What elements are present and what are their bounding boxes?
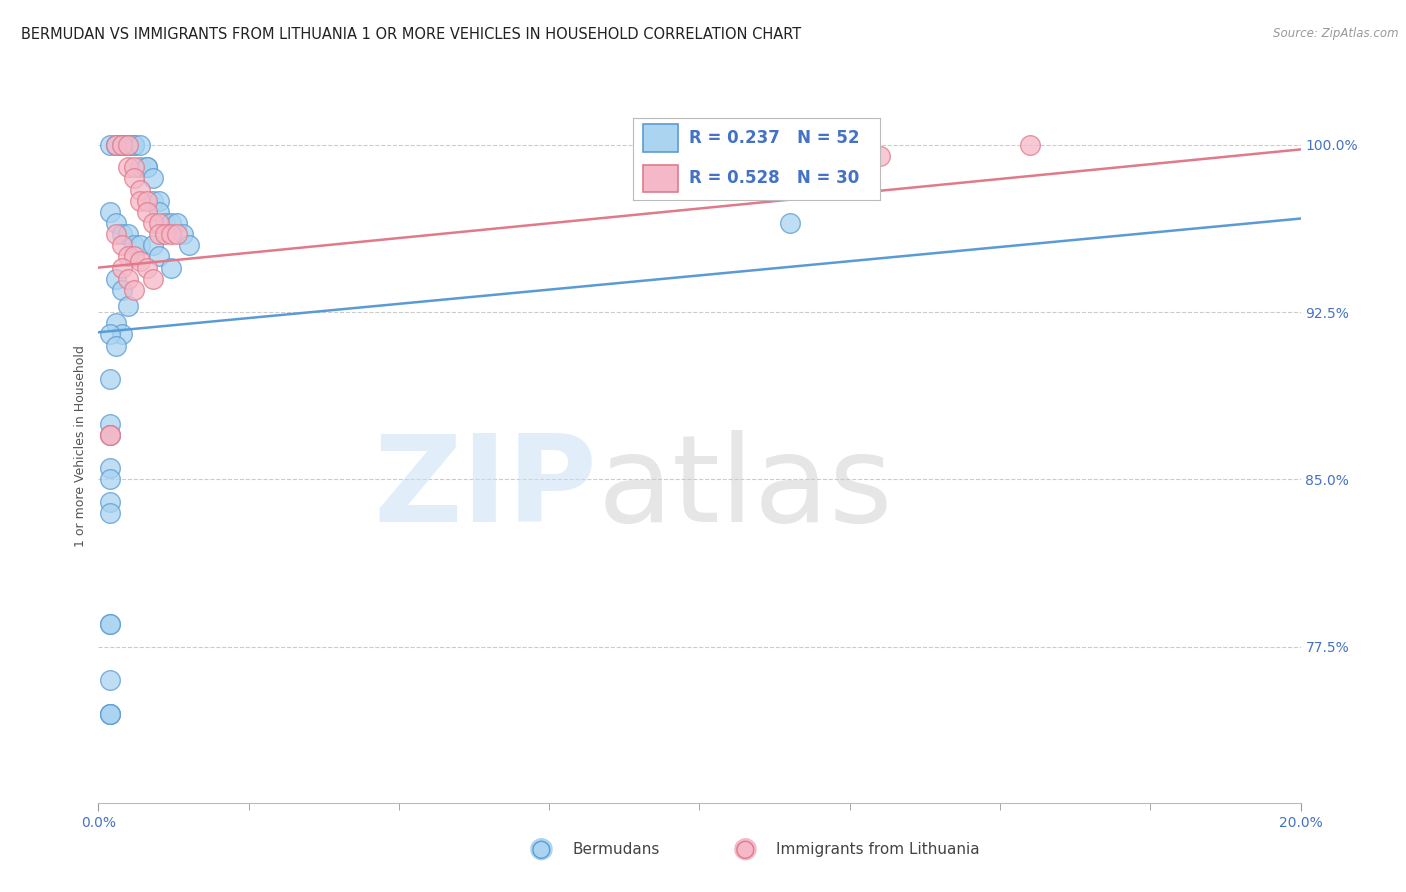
Point [100, 706, 122, 721]
Point [100, 427, 122, 442]
Point [129, 160, 152, 174]
Point [100, 706, 122, 721]
Point [172, 227, 194, 241]
Point [105, 137, 128, 152]
Point [100, 204, 122, 219]
Point [141, 238, 163, 252]
Point [117, 271, 139, 285]
Text: BERMUDAN VS IMMIGRANTS FROM LITHUANIA 1 OR MORE VEHICLES IN HOUSEHOLD CORRELATIO: BERMUDAN VS IMMIGRANTS FROM LITHUANIA 1 … [21, 27, 801, 42]
Point [117, 298, 139, 312]
Point [117, 137, 139, 152]
Text: ○: ○ [735, 838, 755, 861]
Point [141, 171, 163, 186]
Y-axis label: 1 or more Vehicles in Household: 1 or more Vehicles in Household [75, 345, 87, 547]
Point [124, 249, 146, 263]
Point [869, 149, 891, 163]
Point [129, 253, 152, 268]
Point [166, 227, 188, 241]
Point [779, 216, 801, 230]
Point [117, 137, 139, 152]
Point [148, 194, 170, 208]
Point [135, 194, 157, 208]
Point [153, 216, 176, 230]
Point [100, 472, 122, 486]
Point [100, 417, 122, 431]
Point [105, 227, 128, 241]
Point [100, 617, 122, 632]
Point [100, 327, 122, 342]
Point [159, 260, 181, 275]
Point [105, 338, 128, 352]
Point [100, 137, 122, 152]
Point [111, 137, 134, 152]
Point [117, 160, 139, 174]
Point [148, 204, 170, 219]
Point [111, 227, 134, 241]
Point [111, 137, 134, 152]
Point [105, 137, 128, 152]
Point [124, 238, 146, 252]
Text: R = 0.237   N = 52: R = 0.237 N = 52 [689, 129, 859, 147]
Point [159, 227, 181, 241]
Point [129, 137, 152, 152]
Point [100, 673, 122, 687]
Point [148, 216, 170, 230]
Point [111, 260, 134, 275]
Text: ⬤: ⬤ [529, 838, 554, 861]
Point [135, 160, 157, 174]
Point [124, 137, 146, 152]
Point [117, 137, 139, 152]
Point [117, 249, 139, 263]
Point [100, 461, 122, 475]
Point [1019, 137, 1042, 152]
Point [100, 427, 122, 442]
Point [148, 227, 170, 241]
Point [111, 238, 134, 252]
Text: ⬤: ⬤ [733, 838, 758, 861]
Point [105, 216, 128, 230]
Point [100, 427, 122, 442]
Point [105, 137, 128, 152]
Point [100, 372, 122, 386]
Point [100, 706, 122, 721]
Text: ZIP: ZIP [374, 430, 598, 548]
Point [135, 260, 157, 275]
Point [166, 216, 188, 230]
Text: Immigrants from Lithuania: Immigrants from Lithuania [776, 842, 980, 856]
Point [111, 137, 134, 152]
Point [111, 283, 134, 297]
Point [141, 216, 163, 230]
Point [124, 283, 146, 297]
Text: Bermudans: Bermudans [572, 842, 659, 856]
Point [135, 204, 157, 219]
Point [129, 238, 152, 252]
Point [105, 316, 128, 330]
Point [124, 137, 146, 152]
Point [124, 160, 146, 174]
Bar [643, 164, 678, 193]
Point [129, 182, 152, 196]
Text: R = 0.528   N = 30: R = 0.528 N = 30 [689, 169, 859, 187]
Point [124, 171, 146, 186]
Point [159, 216, 181, 230]
Point [105, 271, 128, 285]
Text: Source: ZipAtlas.com: Source: ZipAtlas.com [1274, 27, 1399, 40]
Text: atlas: atlas [598, 430, 893, 548]
Point [177, 238, 200, 252]
Point [129, 194, 152, 208]
Point [135, 160, 157, 174]
Point [100, 494, 122, 508]
Text: ○: ○ [531, 838, 551, 861]
Point [141, 271, 163, 285]
Point [111, 327, 134, 342]
Point [100, 617, 122, 632]
Point [100, 506, 122, 520]
Bar [643, 124, 678, 153]
Point [153, 227, 176, 241]
Point [141, 194, 163, 208]
Point [148, 249, 170, 263]
Point [117, 227, 139, 241]
